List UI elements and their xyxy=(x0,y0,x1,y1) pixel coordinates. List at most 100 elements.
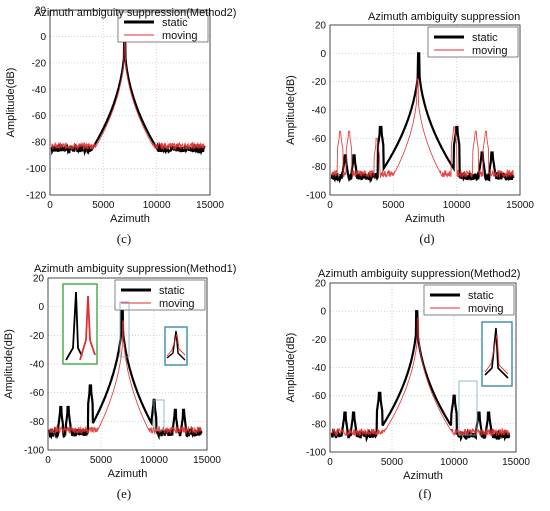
zoom-inset-left xyxy=(62,283,130,365)
y-tick-label: -40 xyxy=(32,85,47,96)
x-tick-label: 15000 xyxy=(196,200,224,211)
y-tick-label: 20 xyxy=(315,21,327,32)
y-tick-label: -120 xyxy=(26,191,46,202)
series-line-moving xyxy=(331,317,510,438)
y-axis-label: Amplitude(dB) xyxy=(5,68,17,138)
y-tick-label: -80 xyxy=(32,138,47,149)
chart-title: Azimuth ambiguity suppression(Method1) xyxy=(34,263,236,275)
plot-frame xyxy=(47,277,208,451)
y-tick-label: -40 xyxy=(30,360,45,371)
zoom-inset-right xyxy=(458,321,513,436)
inset-static xyxy=(484,327,509,379)
y-tick-label: -80 xyxy=(30,417,45,428)
panel-caption: (d) xyxy=(419,231,434,246)
y-tick-label: -20 xyxy=(312,77,327,88)
series-line-static xyxy=(48,305,203,441)
legend-label-moving: moving xyxy=(159,298,194,310)
y-tick-label: -100 xyxy=(24,446,44,457)
y-tick-label: 0 xyxy=(40,32,46,43)
x-tick-label: 0 xyxy=(327,200,333,211)
inset-moving xyxy=(484,333,509,375)
y-tick-label: 0 xyxy=(320,307,326,318)
x-tick-label: 15000 xyxy=(193,455,221,466)
series-line-moving xyxy=(51,39,205,151)
y-tick-label: -100 xyxy=(26,164,46,175)
inset-moving xyxy=(166,333,186,357)
x-tick-label: 5000 xyxy=(382,200,405,211)
y-tick-label: 0 xyxy=(38,302,44,313)
x-tick-label: 5000 xyxy=(92,200,115,211)
y-tick-label: -100 xyxy=(306,448,326,459)
y-tick-label: -20 xyxy=(312,335,327,346)
y-axis-label: Amplitude(dB) xyxy=(285,75,297,145)
legend-label-moving: moving xyxy=(162,30,197,42)
x-tick-label: 0 xyxy=(45,455,51,466)
x-tick-label: 5000 xyxy=(381,457,404,468)
y-tick-label: -60 xyxy=(312,391,327,402)
inset-moving xyxy=(79,295,96,361)
y-tick-label: -100 xyxy=(306,191,326,202)
y-axis-label: Amplitude(dB) xyxy=(3,329,15,399)
y-tick-label: -60 xyxy=(30,388,45,399)
y-tick-label: -40 xyxy=(312,363,327,374)
x-tick-label: 0 xyxy=(47,200,53,211)
zoom-source-box xyxy=(458,380,478,436)
y-tick-label: 0 xyxy=(320,49,326,60)
panel-caption: (f) xyxy=(419,486,432,501)
chart-title: Azimuth ambiguity suppression(Method2) xyxy=(318,268,520,280)
x-tick-label: 10000 xyxy=(143,200,171,211)
x-axis-label: Azimuth xyxy=(405,213,445,225)
x-tick-label: 10000 xyxy=(443,200,471,211)
y-tick-label: 20 xyxy=(33,274,45,285)
legend-label-static: static xyxy=(472,32,498,44)
x-tick-label: 10000 xyxy=(440,457,468,468)
zoom-source-box xyxy=(119,301,130,358)
zoom-inset-right xyxy=(153,326,188,431)
y-tick-label: -60 xyxy=(312,134,327,145)
legend-box xyxy=(427,26,519,58)
y-tick-label: -20 xyxy=(32,58,47,69)
y-tick-label: -20 xyxy=(30,331,45,342)
y-tick-label: -80 xyxy=(312,419,327,430)
x-axis-label: Azimuth xyxy=(403,470,443,482)
legend-box xyxy=(117,11,209,43)
y-tick-label: 20 xyxy=(35,6,47,17)
y-tick-label: -40 xyxy=(312,106,327,117)
chart-title: Azimuth ambiguity suppression(Method2) xyxy=(34,7,236,19)
plot-frame xyxy=(329,24,521,196)
inset-static xyxy=(166,330,186,361)
y-tick-label: 20 xyxy=(315,279,327,290)
plot-frame xyxy=(329,282,517,453)
y-tick-label: -80 xyxy=(312,162,327,173)
panel-d: 0 5000 10000 15000 -100 -80 -60 -40 -20 0 20 static… xyxy=(285,11,534,246)
panel-caption: (e) xyxy=(117,486,131,501)
legend-label-moving: moving xyxy=(468,303,503,315)
y-tick-label: -60 xyxy=(32,111,47,122)
legend-box xyxy=(423,284,515,316)
x-tick-label: 10000 xyxy=(140,455,168,466)
legend-box xyxy=(114,279,206,311)
legend-label-moving: moving xyxy=(472,45,507,57)
x-tick-label: 0 xyxy=(327,457,333,468)
x-tick-label: 5000 xyxy=(90,455,113,466)
chart-title: Azimuth ambiguity suppression xyxy=(368,11,520,23)
panel-caption: (c) xyxy=(117,231,131,246)
panel-e: 0 5000 10000 15000 -100 -80 -60 -40 -20 0 20 static… xyxy=(3,263,236,501)
legend-label-static: static xyxy=(468,290,494,302)
x-axis-label: Azimuth xyxy=(108,468,148,480)
x-tick-label: 15000 xyxy=(506,200,534,211)
legend-label-static: static xyxy=(162,17,188,29)
y-axis-label: Amplitude(dB) xyxy=(285,333,297,403)
legend-label-static: static xyxy=(159,285,185,297)
inset-static xyxy=(65,291,83,361)
plot-frame xyxy=(49,9,211,196)
x-tick-label: 15000 xyxy=(502,457,530,468)
panel-f: 0 5000 10000 15000 -100 -80 -60 -40 -20 0 20 static… xyxy=(285,268,530,501)
zoom-source-box xyxy=(153,399,165,431)
series-line-moving xyxy=(331,78,514,179)
